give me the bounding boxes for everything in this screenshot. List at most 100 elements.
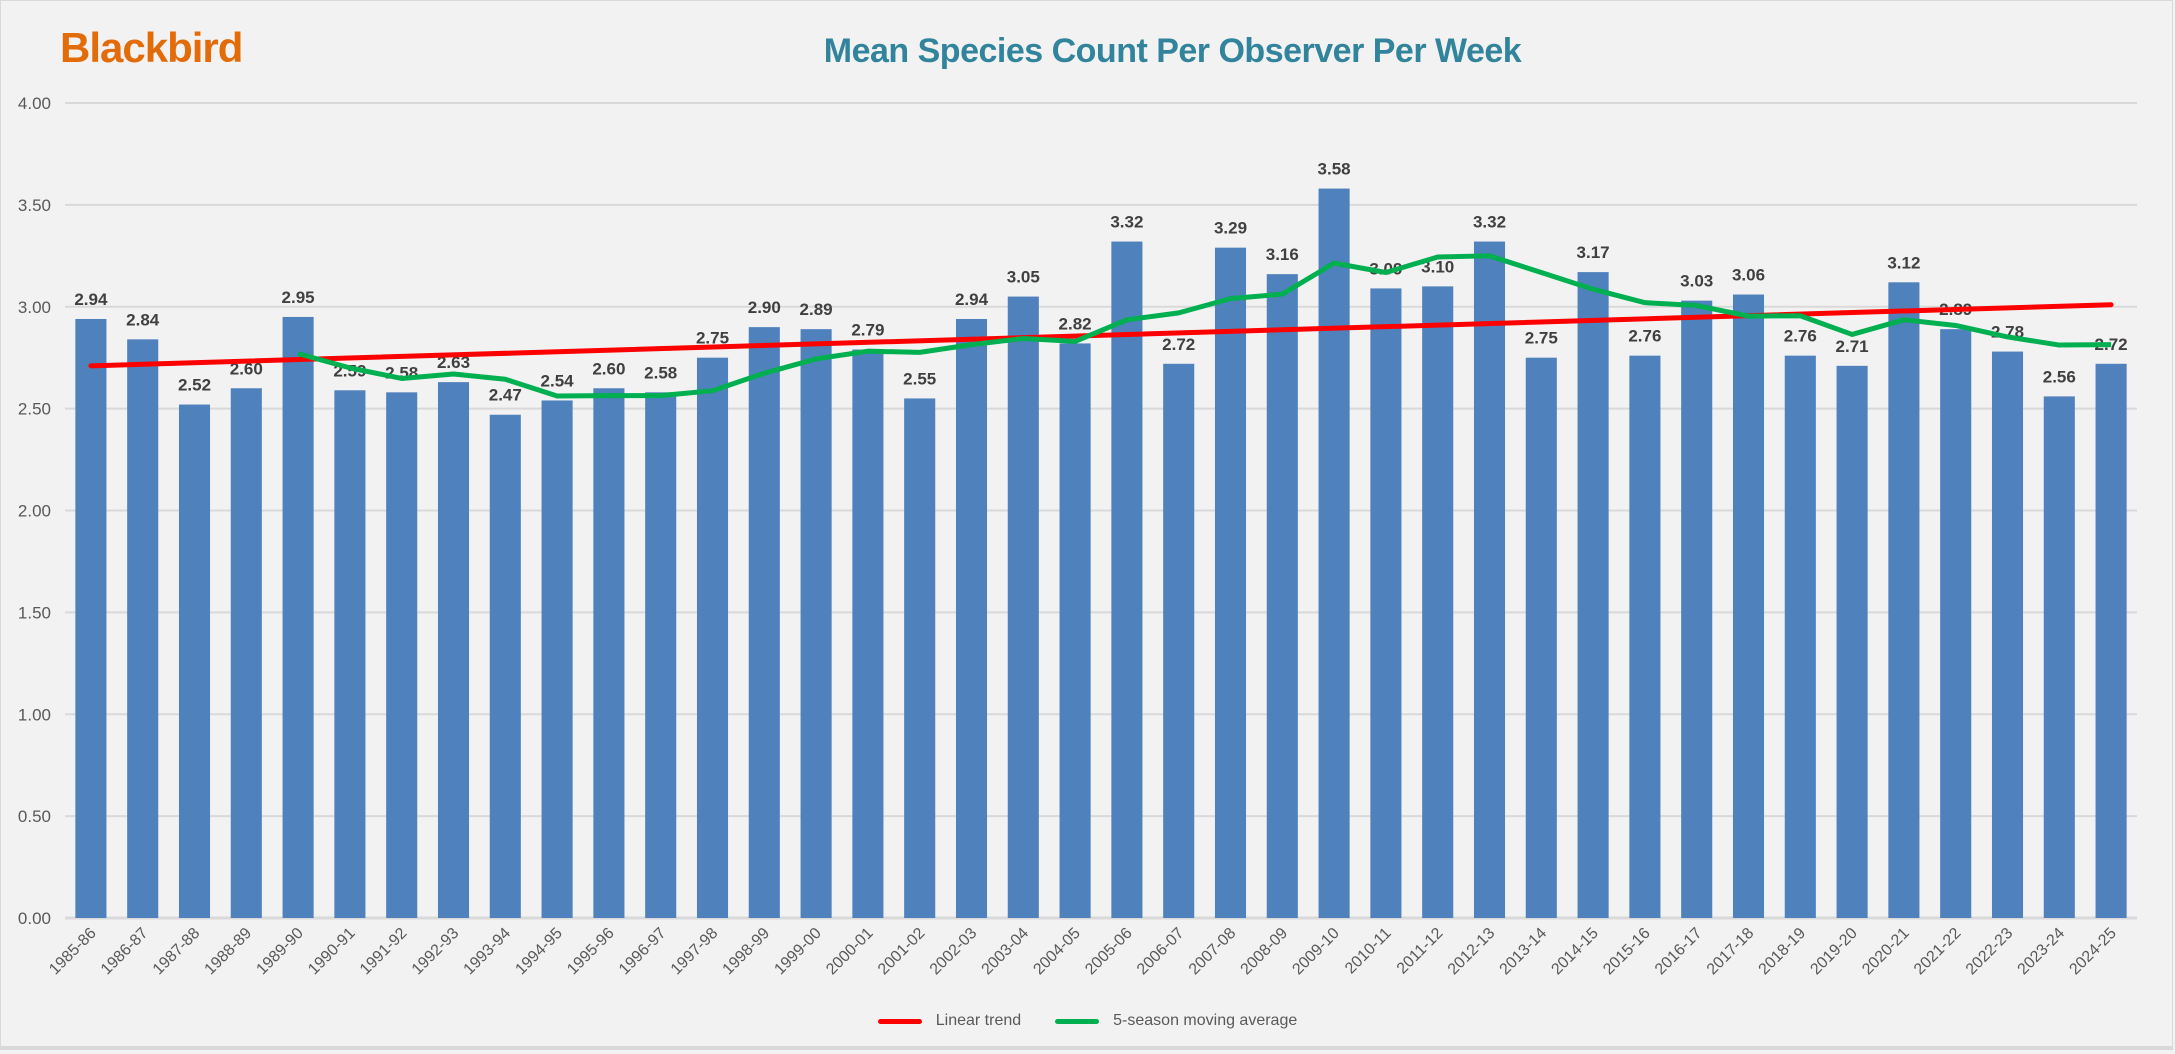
x-tick-label: 1994-95 [512,925,566,979]
bar [1318,188,1350,918]
bar [282,316,314,918]
bar [178,404,211,918]
data-label: 2.47 [489,386,522,405]
x-tick-label: 2021-22 [1911,925,1965,979]
x-tick-label: 2002-03 [927,925,981,979]
data-label: 2.90 [748,298,781,317]
bar [2043,396,2075,918]
x-tick-label: 2010-11 [1342,925,1395,978]
x-tick-label: 2020-21 [1859,925,1913,979]
x-tick-label: 2015-16 [1600,925,1654,979]
data-label: 2.71 [1836,337,1869,356]
x-tick-label: 2023-24 [2015,925,2069,979]
x-tick-label: 2004-05 [1030,925,1084,979]
bar [386,392,418,918]
data-label: 3.12 [1887,253,1920,272]
y-tick-label: 1.00 [18,705,51,724]
x-tick-label: 2008-09 [1238,925,1292,979]
legend-swatch-moving-average [1055,1018,1100,1024]
x-tick-label: 1988-89 [202,925,256,979]
x-tick-label: 1987-88 [150,925,204,979]
data-label: 2.94 [74,290,108,309]
data-label: 2.54 [541,371,575,390]
bar [334,390,366,919]
bar [1473,241,1506,919]
y-tick-label: 0.00 [18,909,51,928]
x-tick-label: 2024-25 [2066,925,2120,979]
bar [1525,357,1557,918]
data-label: 2.72 [1162,335,1195,354]
legend-label-trend: Linear trend [935,1012,1022,1029]
data-label: 2.60 [592,359,625,378]
bar [696,357,729,918]
y-tick-label: 3.50 [18,196,51,215]
x-tick-label: 2019-20 [1807,925,1861,979]
x-tick-label: 1998-99 [720,925,774,979]
bar [1732,294,1765,918]
data-label: 3.32 [1110,213,1143,232]
bar [645,392,677,918]
data-label: 2.72 [2095,335,2128,354]
x-tick-label: 2009-10 [1289,925,1343,979]
y-tick-label: 4.00 [18,94,51,113]
bar [748,327,780,918]
data-label: 3.58 [1318,160,1351,179]
data-label: 2.84 [126,310,160,329]
x-tick-label: 2012-13 [1445,925,1499,979]
species-name: Blackbird [60,24,243,71]
data-label: 2.76 [1628,327,1661,346]
y-tick-label: 0.50 [18,807,51,826]
data-label: 2.75 [696,329,729,348]
data-label: 2.95 [282,288,315,307]
bar [1784,355,1816,918]
bar [1059,343,1091,918]
data-label: 2.76 [1784,327,1817,346]
data-label: 3.09 [1369,259,1402,278]
y-tick-label: 2.50 [18,400,51,419]
data-label: 2.75 [1525,329,1558,348]
legend-item-moving-average: 5-season moving average [1055,1012,1297,1030]
legend: Linear trend 5-season moving average [0,1012,2175,1030]
data-label: 2.58 [644,363,677,382]
x-tick-label: 2005-06 [1082,925,1136,979]
y-tick-label: 2.00 [18,502,51,521]
x-tick-label: 1993-94 [461,925,515,979]
data-label: 3.16 [1266,245,1299,264]
x-tick-label: 2013-14 [1497,925,1551,979]
y-tick-label: 1.50 [18,603,51,622]
bar [1007,296,1039,918]
x-tick-label: 1999-00 [771,925,825,979]
x-tick-label: 2003-04 [979,925,1033,979]
data-label: 3.05 [1007,268,1040,287]
bar [1214,247,1247,919]
x-tick-label: 2022-23 [1963,925,2017,979]
bar [1940,329,1972,919]
data-label: 3.03 [1680,272,1713,291]
x-tick-label: 2016-17 [1652,925,1706,979]
x-tick-label: 2007-08 [1186,925,1240,979]
bar [437,382,470,918]
data-label: 3.32 [1473,213,1506,232]
y-tick-label: 3.00 [18,298,51,317]
data-label: 3.29 [1214,219,1247,238]
data-label: 2.94 [955,290,989,309]
bar [1577,272,1609,918]
x-tick-label: 2011-12 [1394,925,1447,978]
data-label: 2.79 [851,321,884,340]
bar [1681,300,1713,918]
x-tick-label: 1995-96 [564,925,618,979]
x-tick-label: 2014-15 [1548,925,1602,979]
bar [1266,274,1298,918]
bar [230,388,262,918]
bar [1163,363,1195,918]
x-tick-label: 1997-98 [668,925,722,979]
data-label: 2.60 [230,359,263,378]
x-tick-label: 2017-18 [1704,925,1758,979]
legend-item-trend: Linear trend [877,1012,1022,1030]
x-tick-label: 1991-92 [357,925,411,979]
legend-swatch-trend [877,1018,922,1024]
legend-label-moving-average: 5-season moving average [1113,1012,1298,1029]
bar [852,349,884,919]
x-tick-label: 1992-93 [409,925,463,979]
